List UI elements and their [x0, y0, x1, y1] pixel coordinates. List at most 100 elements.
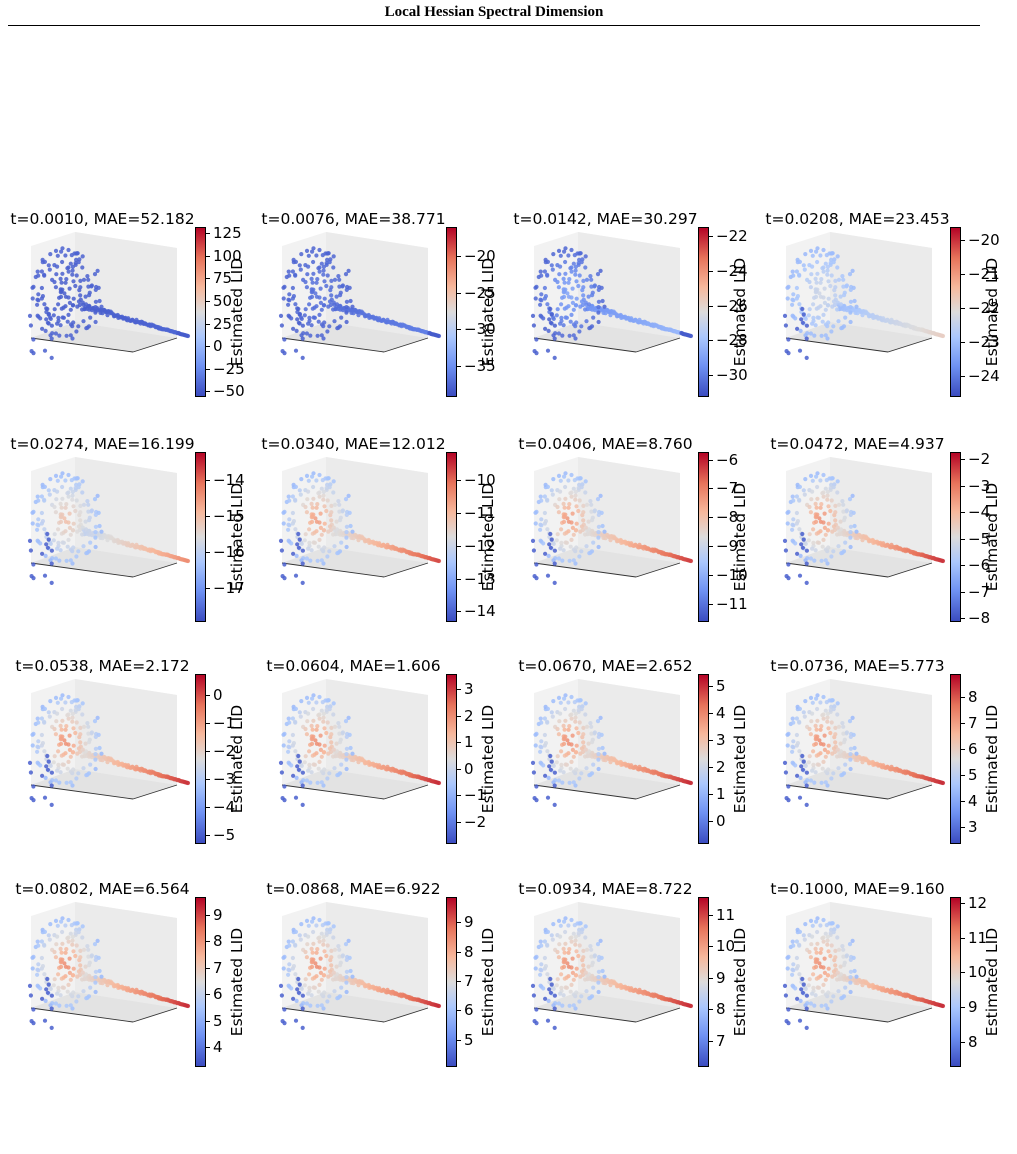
- data-point: [86, 509, 91, 514]
- data-point: [325, 498, 330, 503]
- data-point: [81, 766, 86, 771]
- data-point: [831, 969, 837, 974]
- data-point: [816, 985, 821, 990]
- data-point: [36, 720, 41, 725]
- data-point: [300, 802, 305, 807]
- data-point: [808, 1001, 813, 1006]
- scatter-3d-plot: [782, 232, 946, 360]
- data-point: [321, 497, 326, 502]
- data-point: [49, 323, 55, 328]
- data-point: [798, 998, 803, 1003]
- data-point: [547, 542, 552, 547]
- data-point: [838, 741, 843, 746]
- tick-label: −6: [968, 556, 991, 575]
- data-point: [543, 996, 548, 1001]
- data-point: [826, 504, 831, 509]
- subplot-title: t=0.0208, MAE=23.453: [765, 210, 950, 228]
- data-point: [556, 331, 561, 336]
- data-point: [546, 998, 551, 1003]
- data-point: [47, 267, 52, 272]
- data-point: [598, 493, 603, 498]
- colorbar-label: Estimated LID: [731, 482, 749, 592]
- data-point: [581, 963, 586, 968]
- data-point: [826, 521, 831, 526]
- data-point: [545, 527, 550, 532]
- data-point: [71, 545, 76, 550]
- data-point: [826, 545, 831, 550]
- data-point: [819, 333, 824, 338]
- data-point: [295, 987, 300, 992]
- colorbar: [698, 452, 709, 622]
- data-point: [59, 727, 64, 732]
- data-point: [319, 780, 324, 785]
- data-point: [830, 476, 835, 481]
- data-point: [36, 943, 41, 948]
- data-point: [316, 989, 321, 994]
- data-point: [51, 983, 56, 988]
- data-point: [561, 741, 567, 746]
- data-point: [552, 323, 557, 328]
- data-point: [300, 1006, 305, 1011]
- scatter-3d-plot: [530, 902, 694, 1030]
- data-point: [326, 251, 331, 256]
- data-point: [574, 296, 579, 301]
- data-point: [841, 947, 846, 952]
- data-point: [556, 778, 561, 783]
- data-point: [293, 484, 298, 489]
- data-point: [71, 528, 76, 533]
- data-point: [578, 476, 583, 481]
- data-point: [297, 759, 302, 764]
- tick-label: 6: [464, 1001, 474, 1020]
- data-point: [95, 938, 100, 943]
- data-point: [56, 985, 61, 990]
- data-point: [847, 272, 853, 277]
- data-point: [45, 320, 51, 325]
- tick-mark: [961, 1041, 965, 1043]
- data-point: [59, 474, 64, 479]
- colorbar-tick: −30: [457, 321, 497, 338]
- data-point: [28, 770, 33, 775]
- data-point: [797, 497, 802, 502]
- data-point: [321, 719, 326, 724]
- floor-pane: [786, 769, 932, 799]
- data-point: [40, 294, 46, 299]
- data-point: [60, 941, 65, 946]
- data-point: [55, 991, 60, 996]
- tick-label: −7: [968, 582, 991, 601]
- data-point: [820, 319, 825, 324]
- data-point: [314, 700, 319, 705]
- data-point: [812, 333, 817, 338]
- data-point: [58, 964, 64, 969]
- data-point: [600, 298, 605, 304]
- tick-mark: [457, 951, 461, 953]
- data-point: [816, 762, 821, 767]
- data-point: [598, 715, 603, 720]
- data-point: [818, 505, 823, 510]
- data-point: [574, 743, 579, 748]
- data-point: [814, 289, 819, 294]
- data-point: [848, 544, 853, 550]
- data-point: [550, 937, 555, 942]
- data-point: [68, 931, 73, 936]
- x-axis-line: [30, 337, 134, 353]
- data-point: [71, 767, 76, 772]
- data-point: [584, 502, 590, 507]
- data-point: [295, 764, 300, 769]
- data-point: [70, 336, 75, 341]
- colorbar-tick: −35: [457, 358, 497, 375]
- data-point: [287, 292, 292, 297]
- tick-label: −6: [716, 450, 739, 469]
- data-point: [306, 489, 311, 494]
- data-point: [842, 963, 847, 968]
- data-point: [797, 929, 802, 934]
- data-point: [317, 472, 322, 478]
- data-point: [833, 285, 838, 290]
- tick-mark: [961, 565, 965, 567]
- tick-mark: [206, 806, 210, 808]
- data-point: [556, 955, 561, 960]
- data-point: [812, 780, 817, 785]
- data-point: [813, 276, 818, 281]
- data-point: [566, 974, 571, 979]
- y-axis-line: [132, 784, 178, 800]
- data-point: [583, 532, 588, 537]
